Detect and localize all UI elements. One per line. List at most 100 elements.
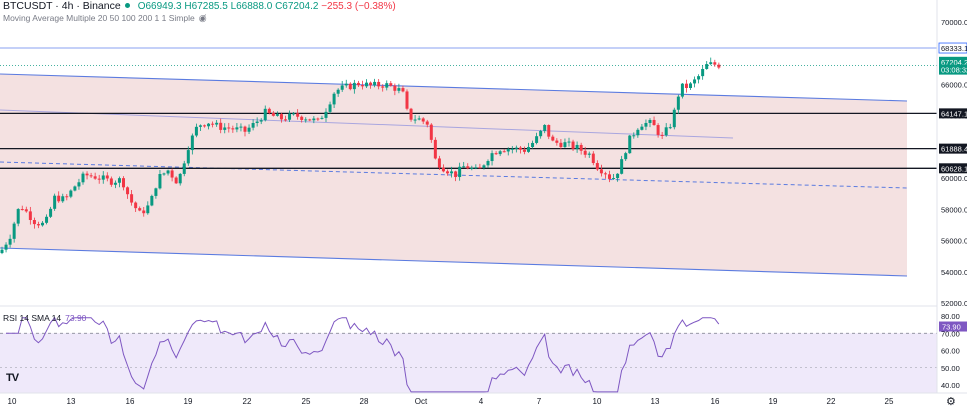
candle-body bbox=[194, 126, 198, 136]
price-badge[interactable] bbox=[939, 64, 967, 75]
candle-body bbox=[296, 113, 300, 117]
candle-body bbox=[93, 176, 97, 179]
candle-body bbox=[182, 163, 186, 174]
candle-body bbox=[498, 151, 502, 155]
candle-body bbox=[664, 127, 668, 136]
candle-body bbox=[644, 122, 648, 127]
candle-body bbox=[251, 122, 255, 128]
candle-body bbox=[259, 120, 263, 122]
candle-body bbox=[16, 209, 20, 224]
candle-body bbox=[85, 173, 89, 176]
candle-body bbox=[97, 178, 101, 180]
candle-body bbox=[462, 166, 466, 168]
price-tick-label: 56000.0 bbox=[941, 237, 967, 246]
price-badge-label: 68333.1 bbox=[941, 44, 967, 53]
candle-body bbox=[360, 85, 364, 87]
candle-body bbox=[486, 161, 490, 166]
candle-body bbox=[603, 173, 607, 175]
candle-body bbox=[170, 170, 174, 178]
candle-body bbox=[518, 147, 522, 150]
channel-mid-line[interactable] bbox=[0, 109, 734, 139]
candle-body bbox=[344, 83, 348, 86]
candle-body bbox=[502, 151, 506, 153]
candle-body bbox=[162, 173, 166, 175]
candle-body bbox=[142, 210, 146, 214]
gear-icon[interactable]: ⚙ bbox=[946, 396, 956, 408]
candle-body bbox=[166, 170, 170, 174]
channel-dashed-line[interactable] bbox=[0, 161, 908, 189]
symbol-title[interactable]: BTCUSDT · 4h · Binance bbox=[3, 0, 121, 12]
candle-body bbox=[263, 108, 267, 121]
price-badge[interactable] bbox=[939, 143, 967, 154]
time-tick-label: 25 bbox=[302, 397, 311, 406]
rsi-badge[interactable] bbox=[939, 321, 967, 332]
candle-body bbox=[551, 136, 555, 141]
time-tick-label: 7 bbox=[537, 397, 542, 406]
candle-body bbox=[539, 130, 543, 137]
candle-body bbox=[522, 149, 526, 152]
candle-body bbox=[69, 190, 73, 197]
candle-body bbox=[437, 158, 441, 168]
rsi-tick-label: 70.00 bbox=[941, 329, 960, 338]
price-badge[interactable] bbox=[939, 56, 967, 67]
candle-body bbox=[198, 125, 202, 127]
candle-body bbox=[300, 116, 304, 120]
price-badge[interactable] bbox=[939, 108, 967, 119]
rsi-legend[interactable]: RSI 14 SMA 14 73.90 bbox=[3, 313, 86, 323]
rsi-tick-label: 50.00 bbox=[941, 364, 960, 373]
candle-body bbox=[20, 209, 24, 211]
candle-body bbox=[579, 144, 583, 151]
candle-body bbox=[126, 187, 130, 195]
candle-body bbox=[571, 141, 575, 149]
candle-body bbox=[527, 147, 530, 152]
candle-body bbox=[45, 216, 49, 223]
tradingview-logo-icon[interactable]: TV bbox=[6, 372, 19, 384]
candle-body bbox=[271, 112, 275, 116]
candle-body bbox=[514, 147, 518, 149]
channel-lower-line[interactable] bbox=[0, 247, 908, 277]
candle-body bbox=[130, 194, 134, 203]
candle-body bbox=[223, 127, 227, 130]
candle-body bbox=[413, 119, 417, 121]
price-tick-label: 54000.0 bbox=[941, 268, 967, 277]
candle-body bbox=[105, 175, 109, 179]
price-badge[interactable] bbox=[938, 42, 967, 54]
candle-body bbox=[279, 114, 283, 120]
candle-body bbox=[441, 167, 445, 172]
candle-body bbox=[203, 125, 206, 127]
candle-body bbox=[559, 142, 563, 148]
candle-body bbox=[672, 109, 676, 128]
candle-body bbox=[61, 196, 65, 202]
eye-hidden-icon[interactable]: ◉̸ bbox=[198, 13, 207, 23]
time-tick-label: 10 bbox=[593, 397, 602, 406]
time-tick-label: Oct bbox=[415, 397, 428, 406]
rsi-value: 73.90 bbox=[65, 313, 87, 323]
candle-body bbox=[397, 88, 401, 91]
time-axis[interactable] bbox=[0, 393, 967, 409]
candle-body bbox=[150, 195, 154, 206]
candle-body bbox=[316, 118, 320, 120]
candle-body bbox=[186, 150, 190, 164]
indicator-legend[interactable]: Moving Average Multiple 20 50 100 200 1 … bbox=[3, 13, 207, 24]
candle-body bbox=[636, 129, 640, 136]
price-badge-label: 03:08:32 bbox=[941, 66, 967, 75]
low-value: L66888.0 bbox=[230, 1, 273, 12]
candle-body bbox=[352, 82, 356, 90]
candle-body bbox=[57, 195, 61, 202]
candle-body bbox=[65, 196, 69, 198]
candle-body bbox=[482, 165, 486, 168]
price-badge[interactable] bbox=[939, 163, 967, 174]
candle-body bbox=[312, 118, 316, 121]
symbol-legend: BTCUSDT · 4h · Binance O66949.3 H67285.5 … bbox=[3, 0, 396, 13]
candle-body bbox=[599, 169, 603, 174]
channel-upper-line[interactable] bbox=[0, 73, 908, 102]
time-tick-label: 13 bbox=[651, 397, 660, 406]
candle-body bbox=[385, 83, 389, 88]
candle-body bbox=[409, 108, 413, 120]
time-tick-label: 22 bbox=[243, 397, 252, 406]
rsi-badge-label: 73.90 bbox=[942, 323, 961, 332]
rsi-tick-label: 80.00 bbox=[941, 312, 960, 321]
candle-body bbox=[429, 124, 433, 140]
close-value: C67204.2 bbox=[275, 1, 319, 12]
